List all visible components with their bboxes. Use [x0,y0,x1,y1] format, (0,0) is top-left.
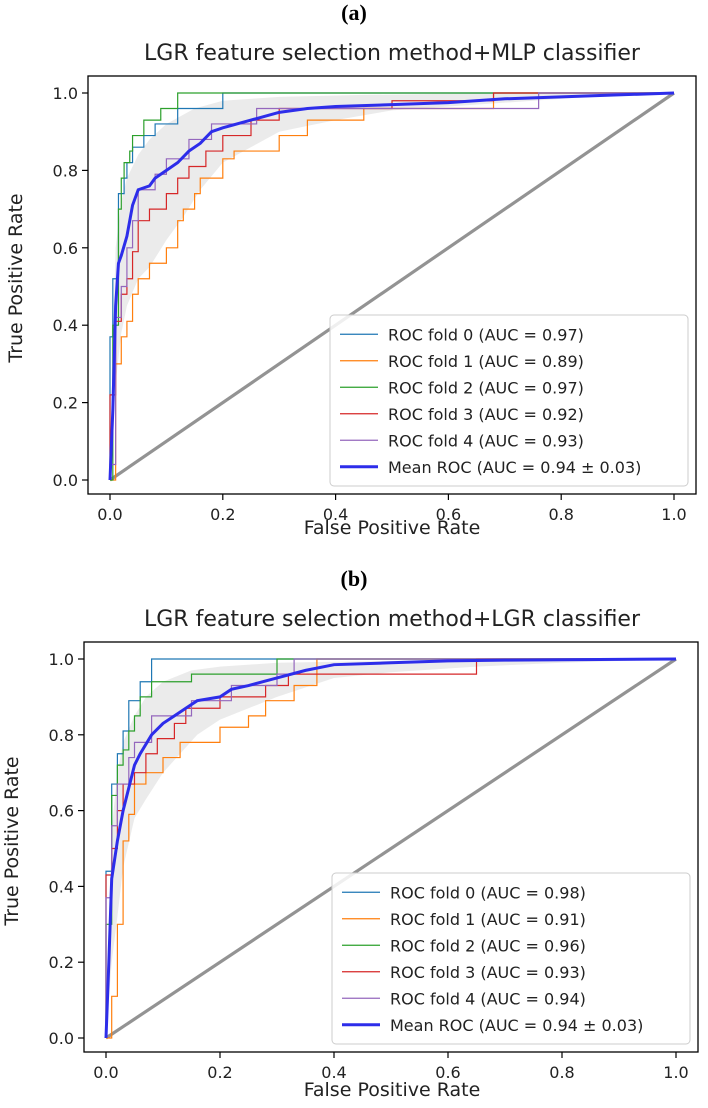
x-tick-label: 0.8 [549,1063,574,1082]
x-tick-label: 0.0 [97,505,122,524]
roc-fold-1-curve [110,92,674,481]
std-dev-band [110,93,674,480]
y-tick-label: 0.8 [53,161,78,180]
legend-box [329,314,689,487]
legend-entry-fold-0: ROC fold 0 (AUC = 0.97) [388,325,584,344]
legend-entry-fold-4: ROC fold 4 (AUC = 0.93) [388,431,584,450]
axes-frame [87,75,697,495]
mean-roc-curve [108,91,675,481]
y-tick-label: 0.8 [49,726,74,745]
chance-line [105,657,677,1040]
mean-roc-curve [104,657,677,1039]
x-tick-label: 0.6 [436,505,461,524]
x-axis-label: False Positive Rate [304,517,481,539]
chart-title: LGR feature selection method+MLP classif… [144,41,641,66]
y-axis-label: True Positive Rate [1,756,23,926]
legend-entry-fold-3: ROC fold 3 (AUC = 0.93) [390,963,586,982]
roc-chart-a: LGR feature selection method+MLP classif… [5,41,697,539]
plot-area: 0.0 0.2 0.4 0.6 0.8 1.0 0.0 0.2 0.4 0.6 0.8 1.0 ROC … [49,641,699,1082]
chart-title: LGR feature selection method+LGR classif… [144,607,641,632]
x-tick-label: 1.0 [661,505,686,524]
roc-chart-b: LGR feature selection method+LGR classif… [1,607,699,1101]
legend-entry-fold-3: ROC fold 3 (AUC = 0.92) [388,405,584,424]
x-tick-label: 0.0 [93,1063,118,1082]
y-tick-label: 1.0 [53,84,78,103]
legend-entry-fold-0: ROC fold 0 (AUC = 0.98) [390,883,586,902]
y-tick-label: 1.0 [49,650,74,669]
roc-fold-4-curve [109,92,674,480]
y-tick-label: 0.0 [49,1029,74,1048]
legend-entry-fold-1: ROC fold 1 (AUC = 0.89) [388,352,584,371]
axes-frame [83,641,699,1053]
y-axis-label: True Positive Rate [5,193,27,363]
roc-fold-0-curve [109,92,674,480]
x-axis-label: False Positive Rate [304,1079,481,1101]
legend-entry-mean: Mean ROC (AUC = 0.94 ± 0.03) [388,458,641,477]
legend-entry-fold-2: ROC fold 2 (AUC = 0.97) [388,378,584,397]
legend-entry-fold-1: ROC fold 1 (AUC = 0.91) [390,910,586,929]
y-tick-label: 0.0 [53,471,78,490]
y-tick-label: 0.4 [49,877,74,896]
x-tick-label: 0.2 [207,1063,232,1082]
x-tick-label: 0.8 [548,505,573,524]
x-tick-label: 0.2 [210,505,235,524]
roc-fold-2-curve [105,658,676,1038]
roc-fold-1-curve [106,658,676,1039]
std-dev-band [106,659,676,1038]
legend-box [331,872,691,1045]
x-tick-label: 0.4 [321,1063,346,1082]
roc-fold-2-curve [110,92,674,481]
x-tick-label: 0.4 [323,505,348,524]
legend-entry-mean: Mean ROC (AUC = 0.94 ± 0.03) [390,1016,643,1035]
plot-area: 0.0 0.2 0.4 0.6 0.8 1.0 0.0 0.2 0.4 0.6 0.8 1.0 ROC … [53,75,697,524]
legend-entry-fold-4: ROC fold 4 (AUC = 0.94) [390,989,586,1008]
legend-entry-fold-2: ROC fold 2 (AUC = 0.96) [390,936,586,955]
chance-line [109,91,675,482]
panel-label-a: (a) [341,0,367,25]
x-tick-label: 1.0 [663,1063,688,1082]
y-tick-label: 0.2 [53,394,78,413]
x-tick-label: 0.6 [435,1063,460,1082]
y-tick-label: 0.6 [53,239,78,258]
y-tick-label: 0.6 [49,802,74,821]
y-tick-label: 0.4 [53,316,78,335]
panel-label-b: (b) [340,566,368,591]
y-tick-label: 0.2 [49,953,74,972]
